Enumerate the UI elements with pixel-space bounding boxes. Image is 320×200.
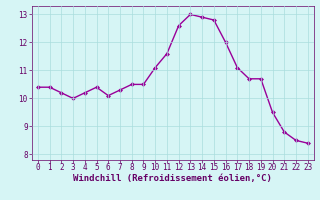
X-axis label: Windchill (Refroidissement éolien,°C): Windchill (Refroidissement éolien,°C) <box>73 174 272 183</box>
